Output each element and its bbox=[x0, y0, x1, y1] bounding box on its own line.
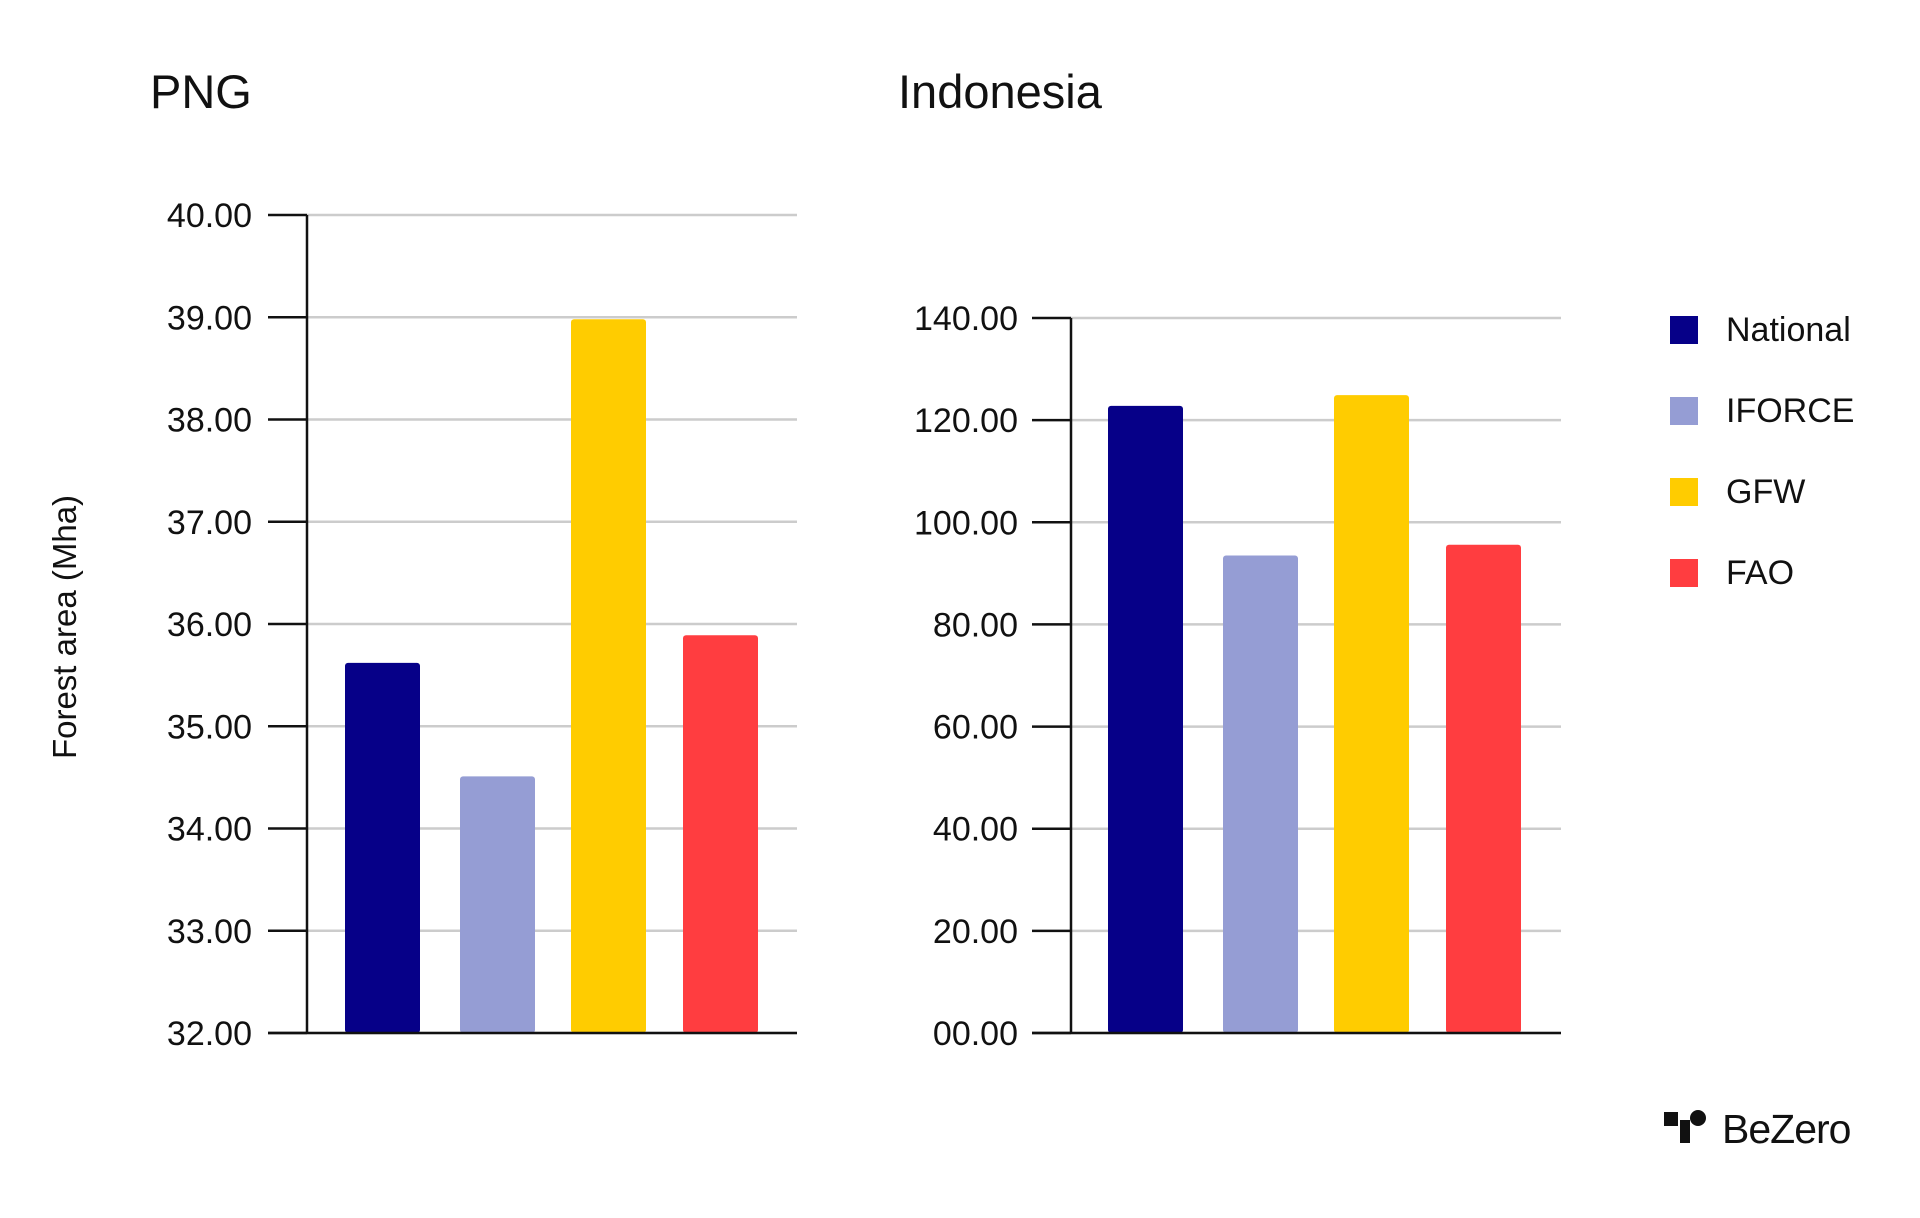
chart-0-y-tick-label: 34.00 bbox=[167, 811, 252, 849]
bezero-logo-icon-bar bbox=[1680, 1120, 1690, 1143]
chart-0-y-tick-label: 37.00 bbox=[167, 504, 252, 542]
chart-0-bar-national bbox=[345, 662, 420, 1033]
chart-1-y-tick-label: 80.00 bbox=[933, 606, 1018, 644]
brand-name: BeZero bbox=[1722, 1106, 1851, 1152]
chart-1-y-tick-label: 100.00 bbox=[914, 504, 1018, 542]
bezero-logo-icon bbox=[1664, 1112, 1678, 1126]
chart-0-y-tick-label: 33.00 bbox=[167, 913, 252, 951]
chart-0-y-tick-label: 38.00 bbox=[167, 402, 252, 440]
chart-0-bar-iforce bbox=[460, 776, 535, 1033]
legend-label-iforce: IFORCE bbox=[1726, 392, 1854, 430]
chart-1-y-tick-label: 60.00 bbox=[933, 709, 1018, 747]
y-axis-label: Forest area (Mha) bbox=[46, 495, 83, 759]
legend-swatch-gfw bbox=[1670, 478, 1698, 506]
chart-1-y-tick-label: 120.00 bbox=[914, 402, 1018, 440]
chart-0-y-tick-label: 35.00 bbox=[167, 708, 252, 746]
chart-1-y-tick-label: 40.00 bbox=[933, 811, 1018, 849]
chart-1-bar-national bbox=[1108, 405, 1183, 1033]
chart-0-bar-fao bbox=[683, 635, 758, 1033]
bezero-logo-icon-dot bbox=[1690, 1110, 1706, 1126]
legend-label-national: National bbox=[1726, 311, 1851, 349]
chart-1-title: Indonesia bbox=[898, 65, 1103, 118]
chart-1-bar-iforce bbox=[1223, 555, 1298, 1033]
chart-0-bar-gfw bbox=[571, 319, 646, 1033]
legend-swatch-fao bbox=[1670, 559, 1698, 587]
chart-0-y-tick-label: 32.00 bbox=[167, 1015, 252, 1053]
chart-1-y-tick-label: 00.00 bbox=[933, 1015, 1018, 1053]
legend-label-fao: FAO bbox=[1726, 554, 1794, 592]
chart-1-bar-fao bbox=[1446, 544, 1521, 1033]
chart-0-y-tick-label: 40.00 bbox=[167, 197, 252, 235]
chart-1-y-tick-label: 140.00 bbox=[914, 300, 1018, 338]
chart-1-bar-gfw bbox=[1334, 395, 1409, 1033]
legend-swatch-national bbox=[1670, 316, 1698, 344]
legend-swatch-iforce bbox=[1670, 397, 1698, 425]
chart-0-title: PNG bbox=[150, 65, 252, 118]
chart-0-y-tick-label: 36.00 bbox=[167, 606, 252, 644]
legend-label-gfw: GFW bbox=[1726, 473, 1805, 511]
chart-0-y-tick-label: 39.00 bbox=[167, 299, 252, 337]
chart-1-y-tick-label: 20.00 bbox=[933, 913, 1018, 951]
